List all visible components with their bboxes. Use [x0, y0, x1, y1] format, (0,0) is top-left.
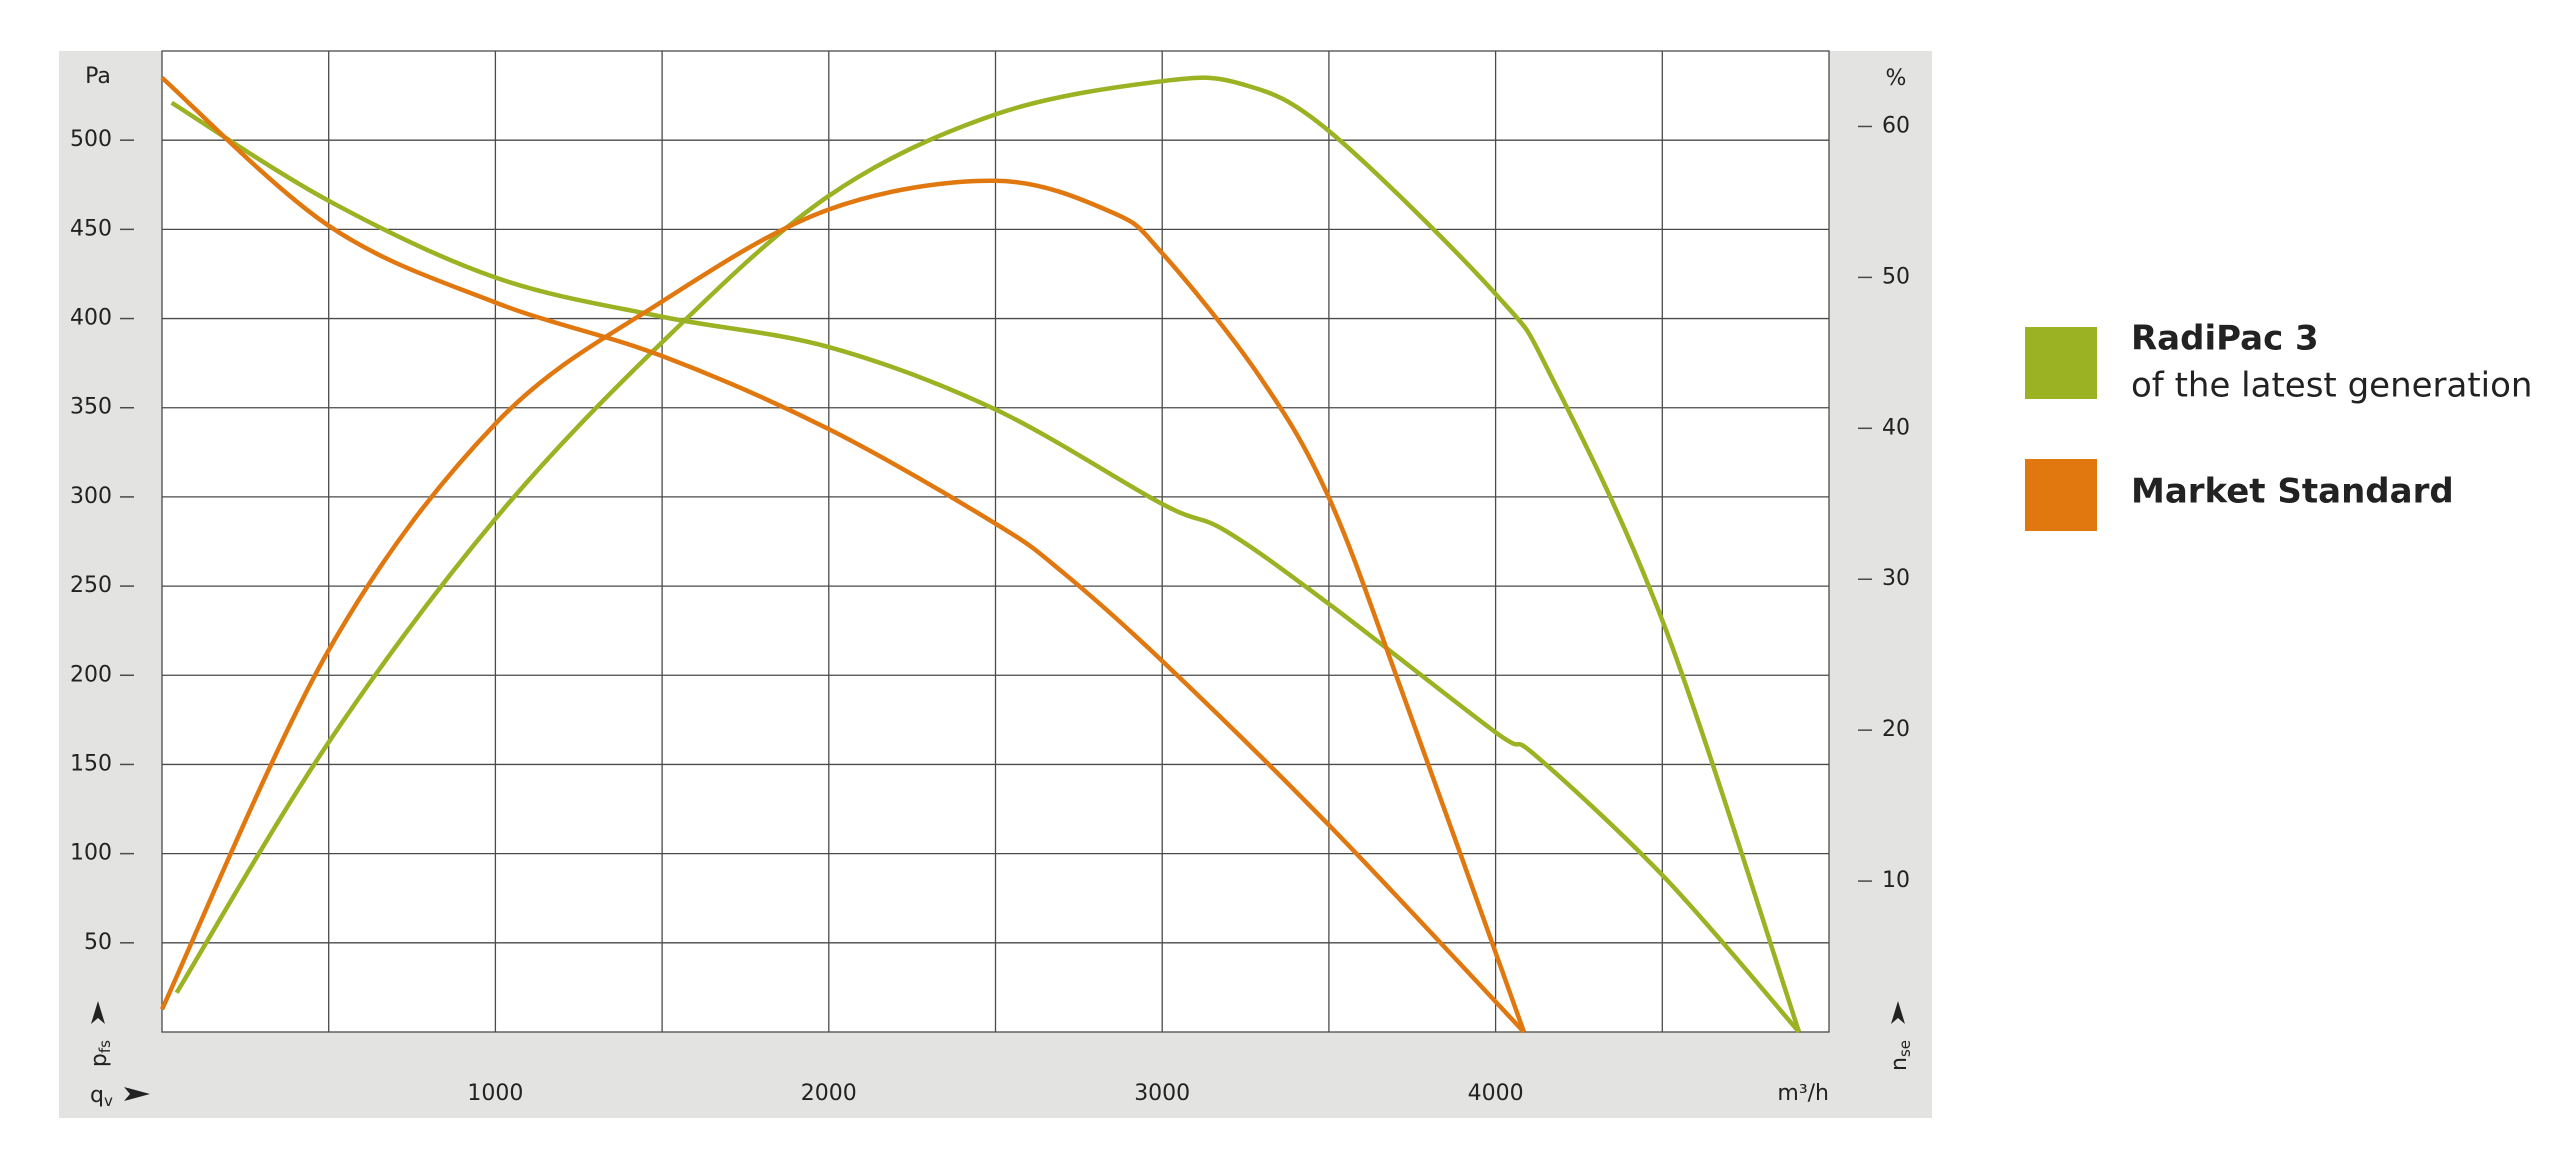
- legend-description: of the latest generation: [2131, 366, 2532, 406]
- y-unit: Pa: [85, 64, 111, 89]
- pressure-line: [170, 100, 1801, 1034]
- x-tick-label: 3000: [1134, 1081, 1190, 1106]
- y2-tick-label: 50: [1882, 264, 1910, 289]
- y-tick-label: 50: [84, 930, 112, 955]
- y-tick-label: 400: [70, 306, 112, 331]
- y-tick-label: 350: [70, 395, 112, 420]
- legend-name: RadiPac 3: [2131, 319, 2319, 359]
- y2-unit: %: [1886, 66, 1907, 91]
- y-tick-label: 300: [70, 484, 112, 509]
- y2-tick-label: 20: [1882, 717, 1910, 742]
- y2-axis-label: nse: [1887, 1040, 1914, 1071]
- y2-tick-label: 10: [1882, 868, 1910, 893]
- x-tick-label: 4000: [1468, 1081, 1524, 1106]
- y-tick-label: 100: [70, 841, 112, 866]
- y-tick-label: 250: [70, 573, 112, 598]
- y-axis-label: pfs: [87, 1040, 114, 1067]
- y-arrow: [91, 1001, 105, 1024]
- y-tick-label: 150: [70, 751, 112, 776]
- legend-swatch: [2025, 327, 2097, 399]
- x-tick-label: 2000: [801, 1081, 857, 1106]
- y2-tick-label: 40: [1882, 415, 1910, 440]
- y2-arrow: [1891, 1001, 1905, 1024]
- x-arrow: [124, 1087, 150, 1101]
- legend-name: Market Standard: [2131, 472, 2454, 512]
- efficiency-line: [174, 75, 1802, 1033]
- pressure-line: [160, 76, 1526, 1034]
- y-tick-label: 450: [70, 216, 112, 241]
- efficiency-line: [159, 178, 1527, 1033]
- legend-swatch: [2025, 459, 2097, 531]
- y-tick-label: 200: [70, 662, 112, 687]
- x-unit: m³/h: [1777, 1081, 1829, 1106]
- y2-tick-label: 60: [1882, 113, 1910, 138]
- y-tick-label: 500: [70, 127, 112, 152]
- y2-tick-label: 30: [1882, 566, 1910, 591]
- x-tick-label: 1000: [467, 1081, 523, 1106]
- legend: RadiPac 3 of the latest generation Market …: [2025, 319, 2532, 531]
- x-axis-label: qv: [90, 1083, 113, 1110]
